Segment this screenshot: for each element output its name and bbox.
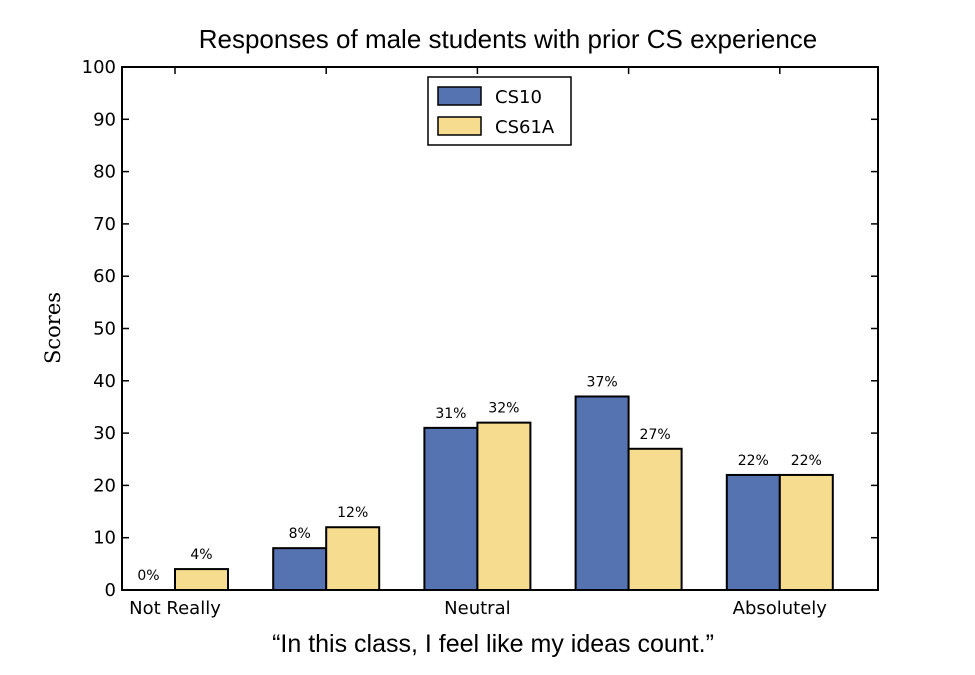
y-tick-label: 50 — [93, 319, 116, 340]
y-tick-label: 60 — [93, 266, 116, 287]
x-tick-label: Absolutely — [733, 598, 828, 619]
legend-label-cs61a: CS61A — [495, 117, 555, 138]
data-label-cs10-1: 8% — [289, 526, 311, 542]
y-tick-label: 70 — [93, 214, 116, 235]
legend: CS10 CS61A — [427, 76, 572, 146]
legend-swatch-cs10 — [437, 86, 482, 106]
bar-cs61a-1 — [325, 526, 381, 591]
y-tick-label: 10 — [93, 528, 116, 549]
data-label-cs61a-4: 22% — [791, 453, 822, 469]
data-label-cs61a-1: 12% — [337, 505, 368, 521]
bar-cs10-3 — [574, 395, 630, 591]
data-label-cs10-3: 37% — [587, 374, 618, 390]
data-label-cs10-2: 31% — [435, 406, 466, 422]
y-tick-label: 40 — [93, 371, 116, 392]
bar-cs61a-2 — [476, 421, 532, 592]
bar-cs10-4 — [725, 473, 781, 591]
legend-swatch-cs61a — [437, 116, 482, 136]
x-axis-label: “In this class, I feel like my ideas cou… — [272, 630, 714, 658]
bar-cs61a-4 — [778, 473, 834, 591]
data-label-cs61a-0: 4% — [190, 547, 212, 563]
data-label-cs10-0: 0% — [137, 568, 159, 584]
x-tick-label: Not Really — [129, 598, 221, 619]
data-label-cs61a-3: 27% — [640, 427, 671, 443]
y-tick-label: 30 — [93, 423, 116, 444]
y-tick-label: 100 — [82, 57, 116, 78]
data-label-cs61a-2: 32% — [488, 401, 519, 417]
y-axis-label: Scores — [41, 292, 65, 364]
bar-cs10-2 — [423, 426, 479, 591]
bar-cs10-1 — [272, 547, 328, 591]
plot-area: 0% 8% 31% 37% 22% 4% 12% 32% 27% 22% 0 10 20 30 40 50 60… — [82, 57, 879, 619]
data-label-cs10-4: 22% — [738, 453, 769, 469]
x-tick-label: Neutral — [444, 598, 510, 619]
y-tick-label: 90 — [93, 109, 116, 130]
chart-title: Responses of male students with prior CS… — [199, 24, 818, 54]
y-tick-label: 80 — [93, 162, 116, 183]
bar-cs61a-0 — [174, 568, 229, 592]
bar-cs61a-3 — [627, 447, 683, 592]
legend-label-cs10: CS10 — [495, 87, 542, 108]
y-tick-label: 0 — [105, 580, 116, 601]
y-tick-label: 20 — [93, 475, 116, 496]
